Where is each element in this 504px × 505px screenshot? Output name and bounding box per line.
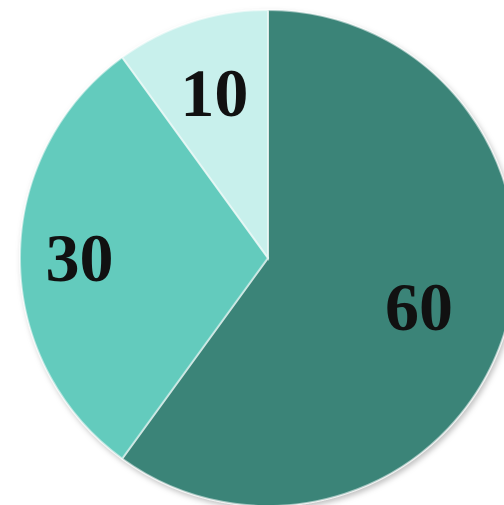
pie-data-labels: 60 30 10 — [46, 55, 454, 345]
pie-data-label-1: 30 — [46, 220, 114, 296]
pie-slices — [18, 8, 504, 505]
pie-slice-1 — [18, 55, 270, 461]
pie-data-label-2: 10 — [180, 55, 248, 131]
pie-slice-2 — [120, 8, 269, 262]
pie-data-label-0: 60 — [385, 269, 453, 345]
